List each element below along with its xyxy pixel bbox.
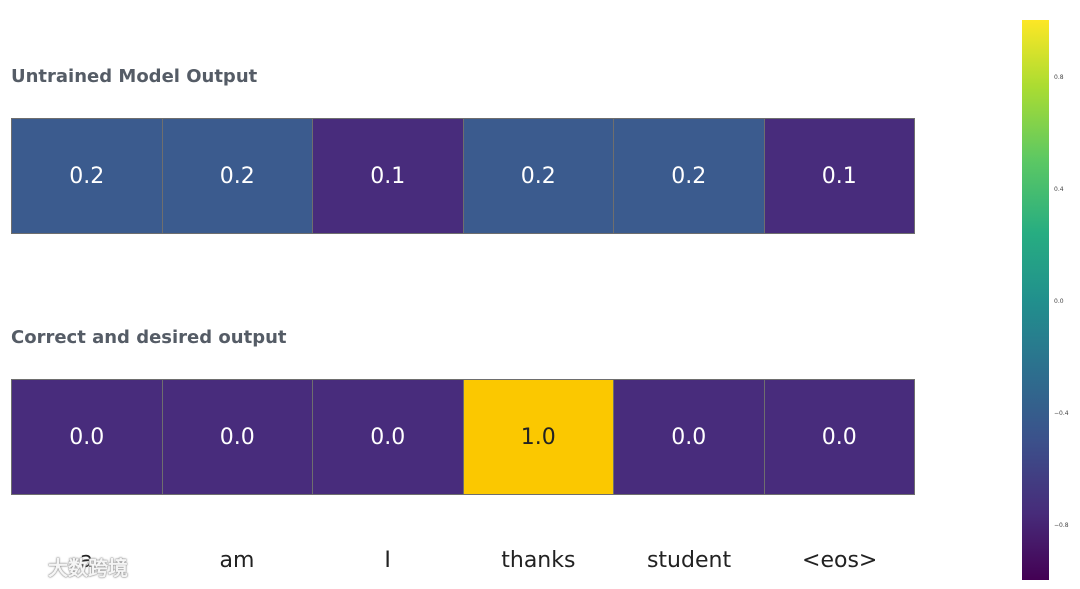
heatmap-cell: 0.0 bbox=[313, 380, 464, 494]
colorbar-tick-label: −0.8 bbox=[1054, 522, 1069, 529]
watermark-text: 大数跨境 bbox=[48, 555, 128, 580]
x-tick-label: am bbox=[219, 548, 255, 573]
heatmap-cell: 0.0 bbox=[162, 380, 313, 494]
x-tick-label: thanks bbox=[501, 548, 576, 573]
heatmap-cell: 0.2 bbox=[162, 119, 313, 233]
x-tick-label: a bbox=[79, 548, 94, 573]
colorbar-tick-label: −0.4 bbox=[1054, 410, 1069, 417]
heatmap-cell: 0.1 bbox=[313, 119, 464, 233]
colorbar-tick-label: 0.8 bbox=[1054, 74, 1064, 81]
heatmap-row-desired: 0.0 0.0 0.0 1.0 0.0 0.0 bbox=[11, 379, 915, 495]
x-tick-label: student bbox=[646, 548, 732, 573]
heatmap-cell: 0.2 bbox=[12, 119, 163, 233]
logo-icon bbox=[9, 551, 45, 582]
x-tick-label: I bbox=[384, 548, 391, 573]
colorbar-tick-label: 0.4 bbox=[1054, 186, 1064, 193]
chart-title-desired: Correct and desired output bbox=[11, 327, 287, 348]
heatmap-cell: 0.0 bbox=[614, 380, 765, 494]
heatmap-row-untrained: 0.2 0.2 0.1 0.2 0.2 0.1 bbox=[11, 118, 915, 234]
heatmap-cell: 0.1 bbox=[764, 119, 914, 233]
heatmap-cell: 0.2 bbox=[614, 119, 765, 233]
heatmap-cell: 0.0 bbox=[12, 380, 163, 494]
heatmap-cell: 1.0 bbox=[463, 380, 614, 494]
colorbar bbox=[1022, 20, 1049, 580]
heatmap-cell: 0.2 bbox=[463, 119, 614, 233]
colorbar-tick-label: 0.0 bbox=[1054, 298, 1064, 305]
heatmap-cell: 0.0 bbox=[764, 380, 914, 494]
x-tick-label: <eos> bbox=[802, 548, 878, 573]
watermark: 大数跨境 bbox=[9, 551, 128, 582]
chart-title-untrained: Untrained Model Output bbox=[11, 66, 258, 87]
